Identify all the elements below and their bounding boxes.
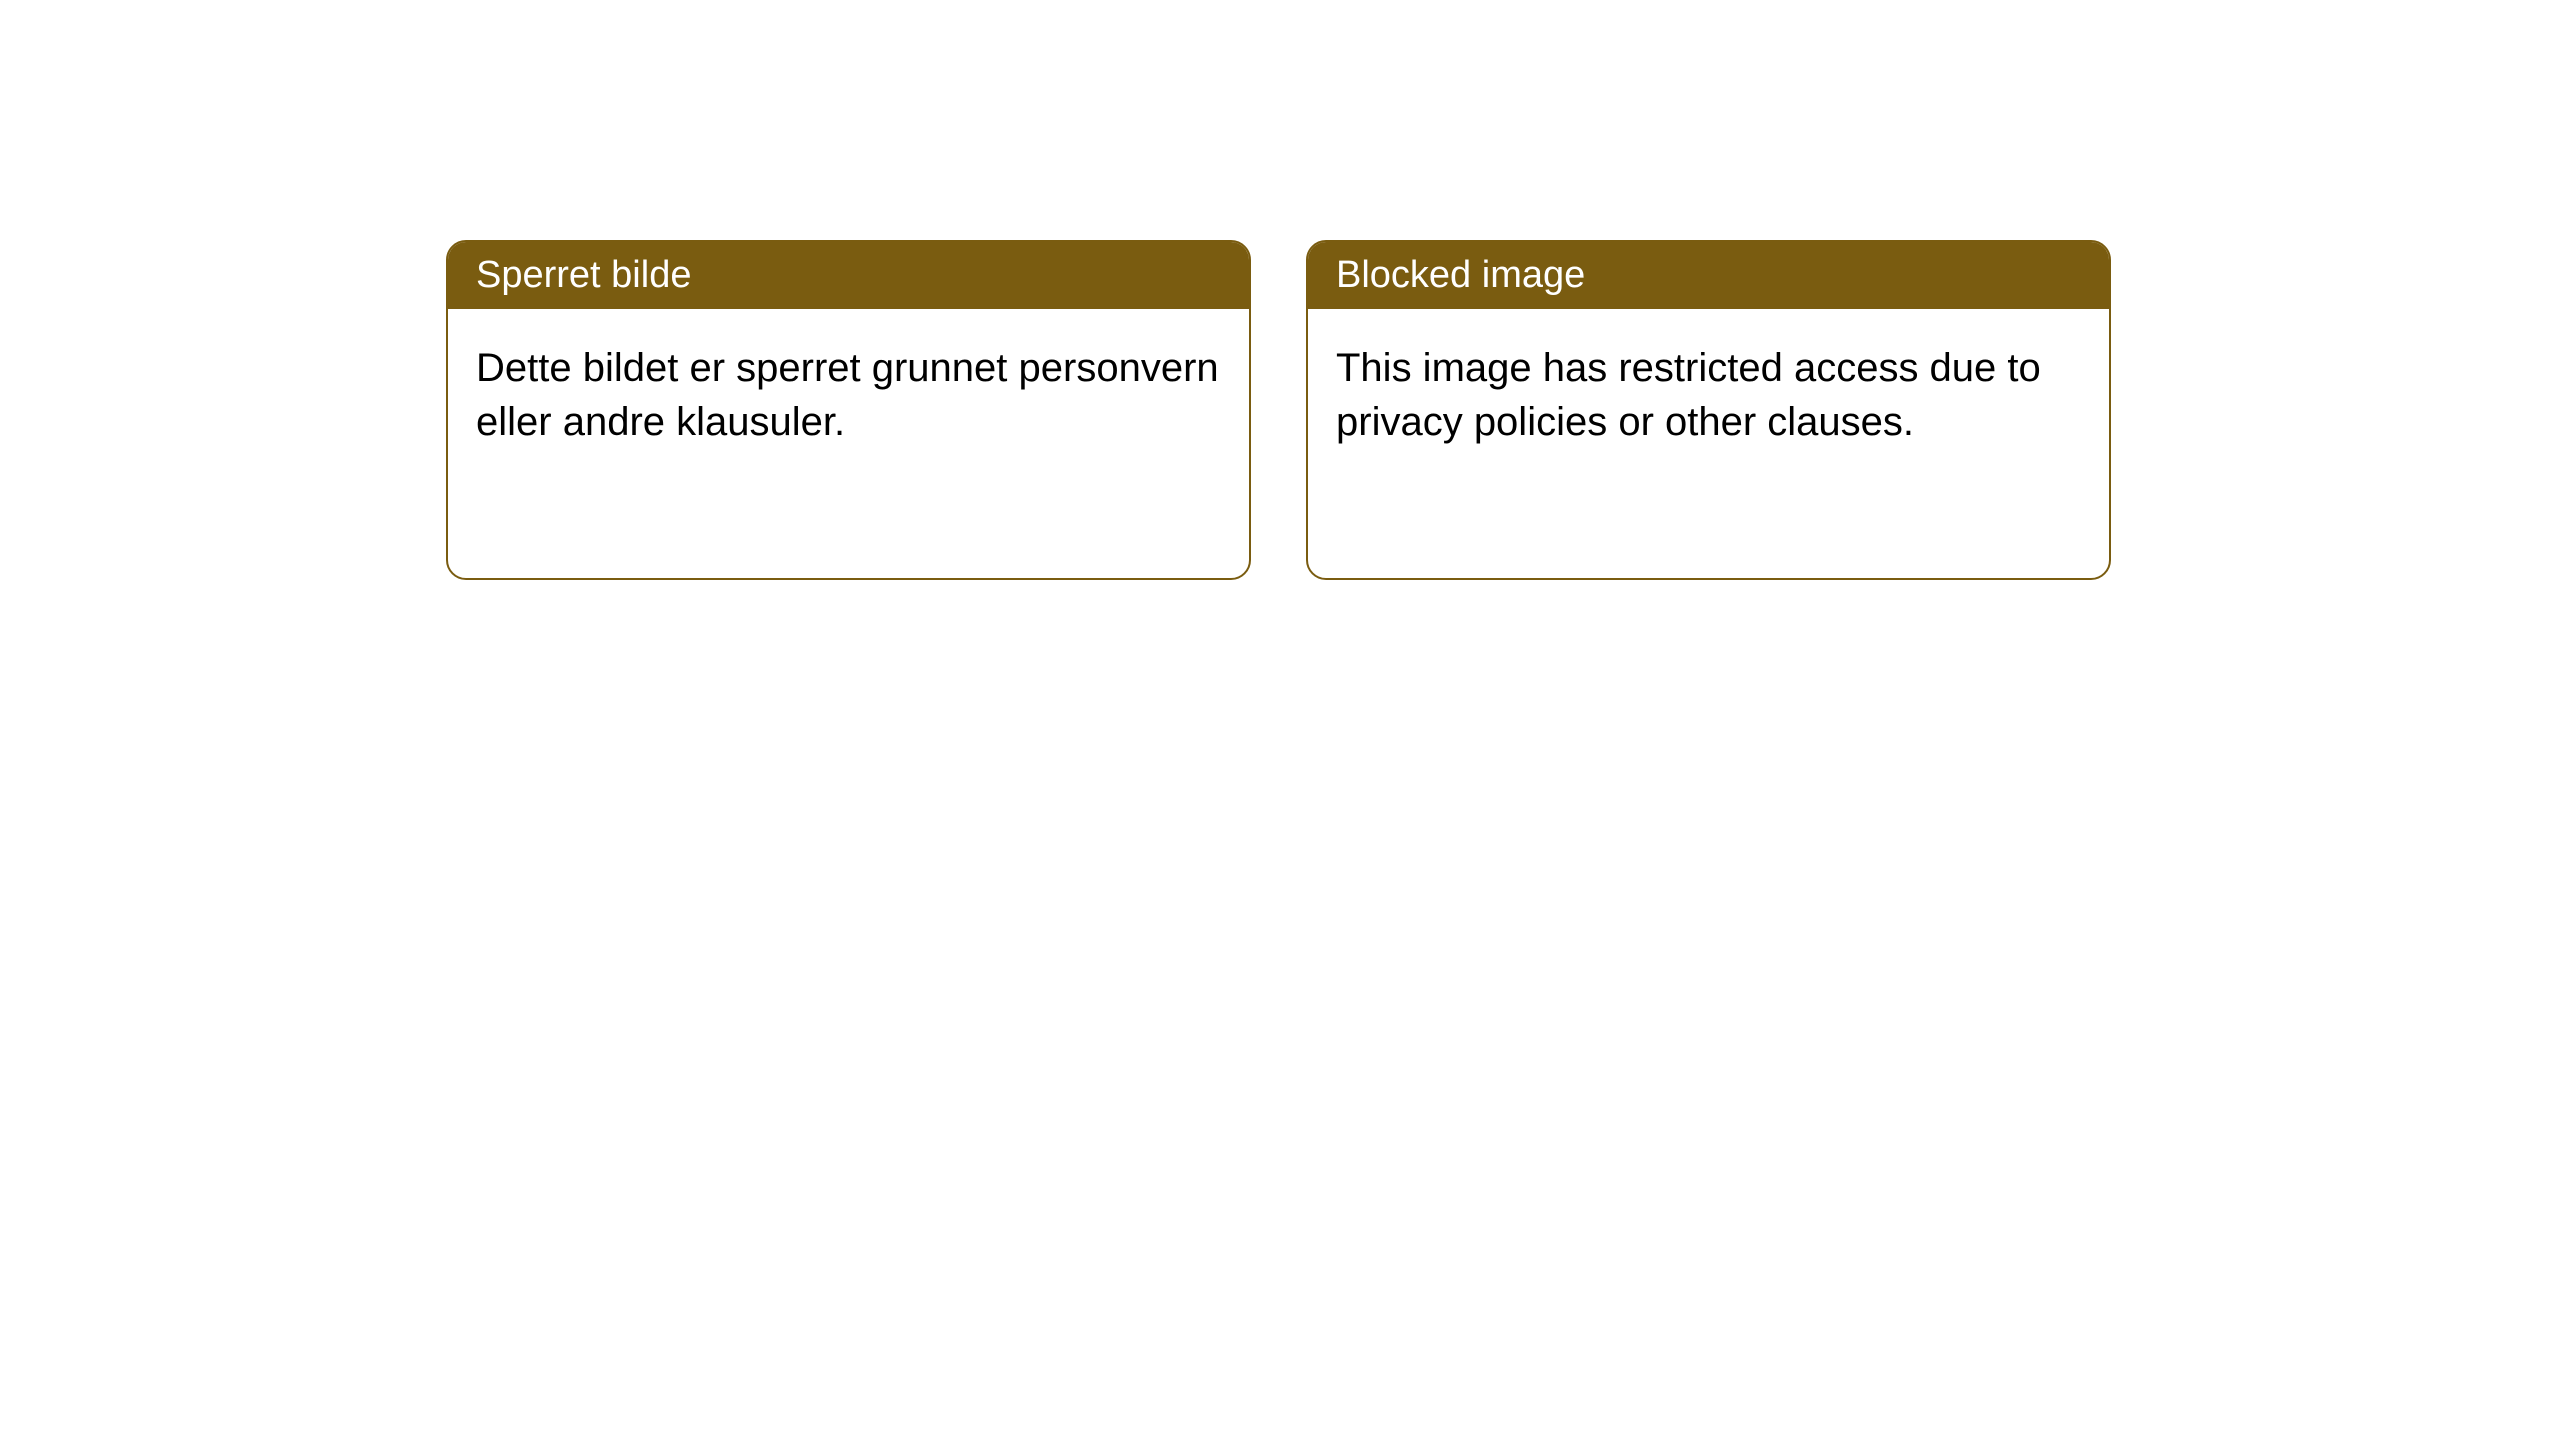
- card-body: This image has restricted access due to …: [1308, 309, 2109, 481]
- notice-container: Sperret bilde Dette bildet er sperret gr…: [446, 240, 2111, 580]
- notice-card-norwegian: Sperret bilde Dette bildet er sperret gr…: [446, 240, 1251, 580]
- card-header: Sperret bilde: [448, 242, 1249, 309]
- card-message: This image has restricted access due to …: [1336, 346, 2041, 444]
- card-header: Blocked image: [1308, 242, 2109, 309]
- notice-card-english: Blocked image This image has restricted …: [1306, 240, 2111, 580]
- card-title: Sperret bilde: [476, 254, 691, 296]
- card-message: Dette bildet er sperret grunnet personve…: [476, 346, 1219, 444]
- card-body: Dette bildet er sperret grunnet personve…: [448, 309, 1249, 481]
- card-title: Blocked image: [1336, 254, 1585, 296]
